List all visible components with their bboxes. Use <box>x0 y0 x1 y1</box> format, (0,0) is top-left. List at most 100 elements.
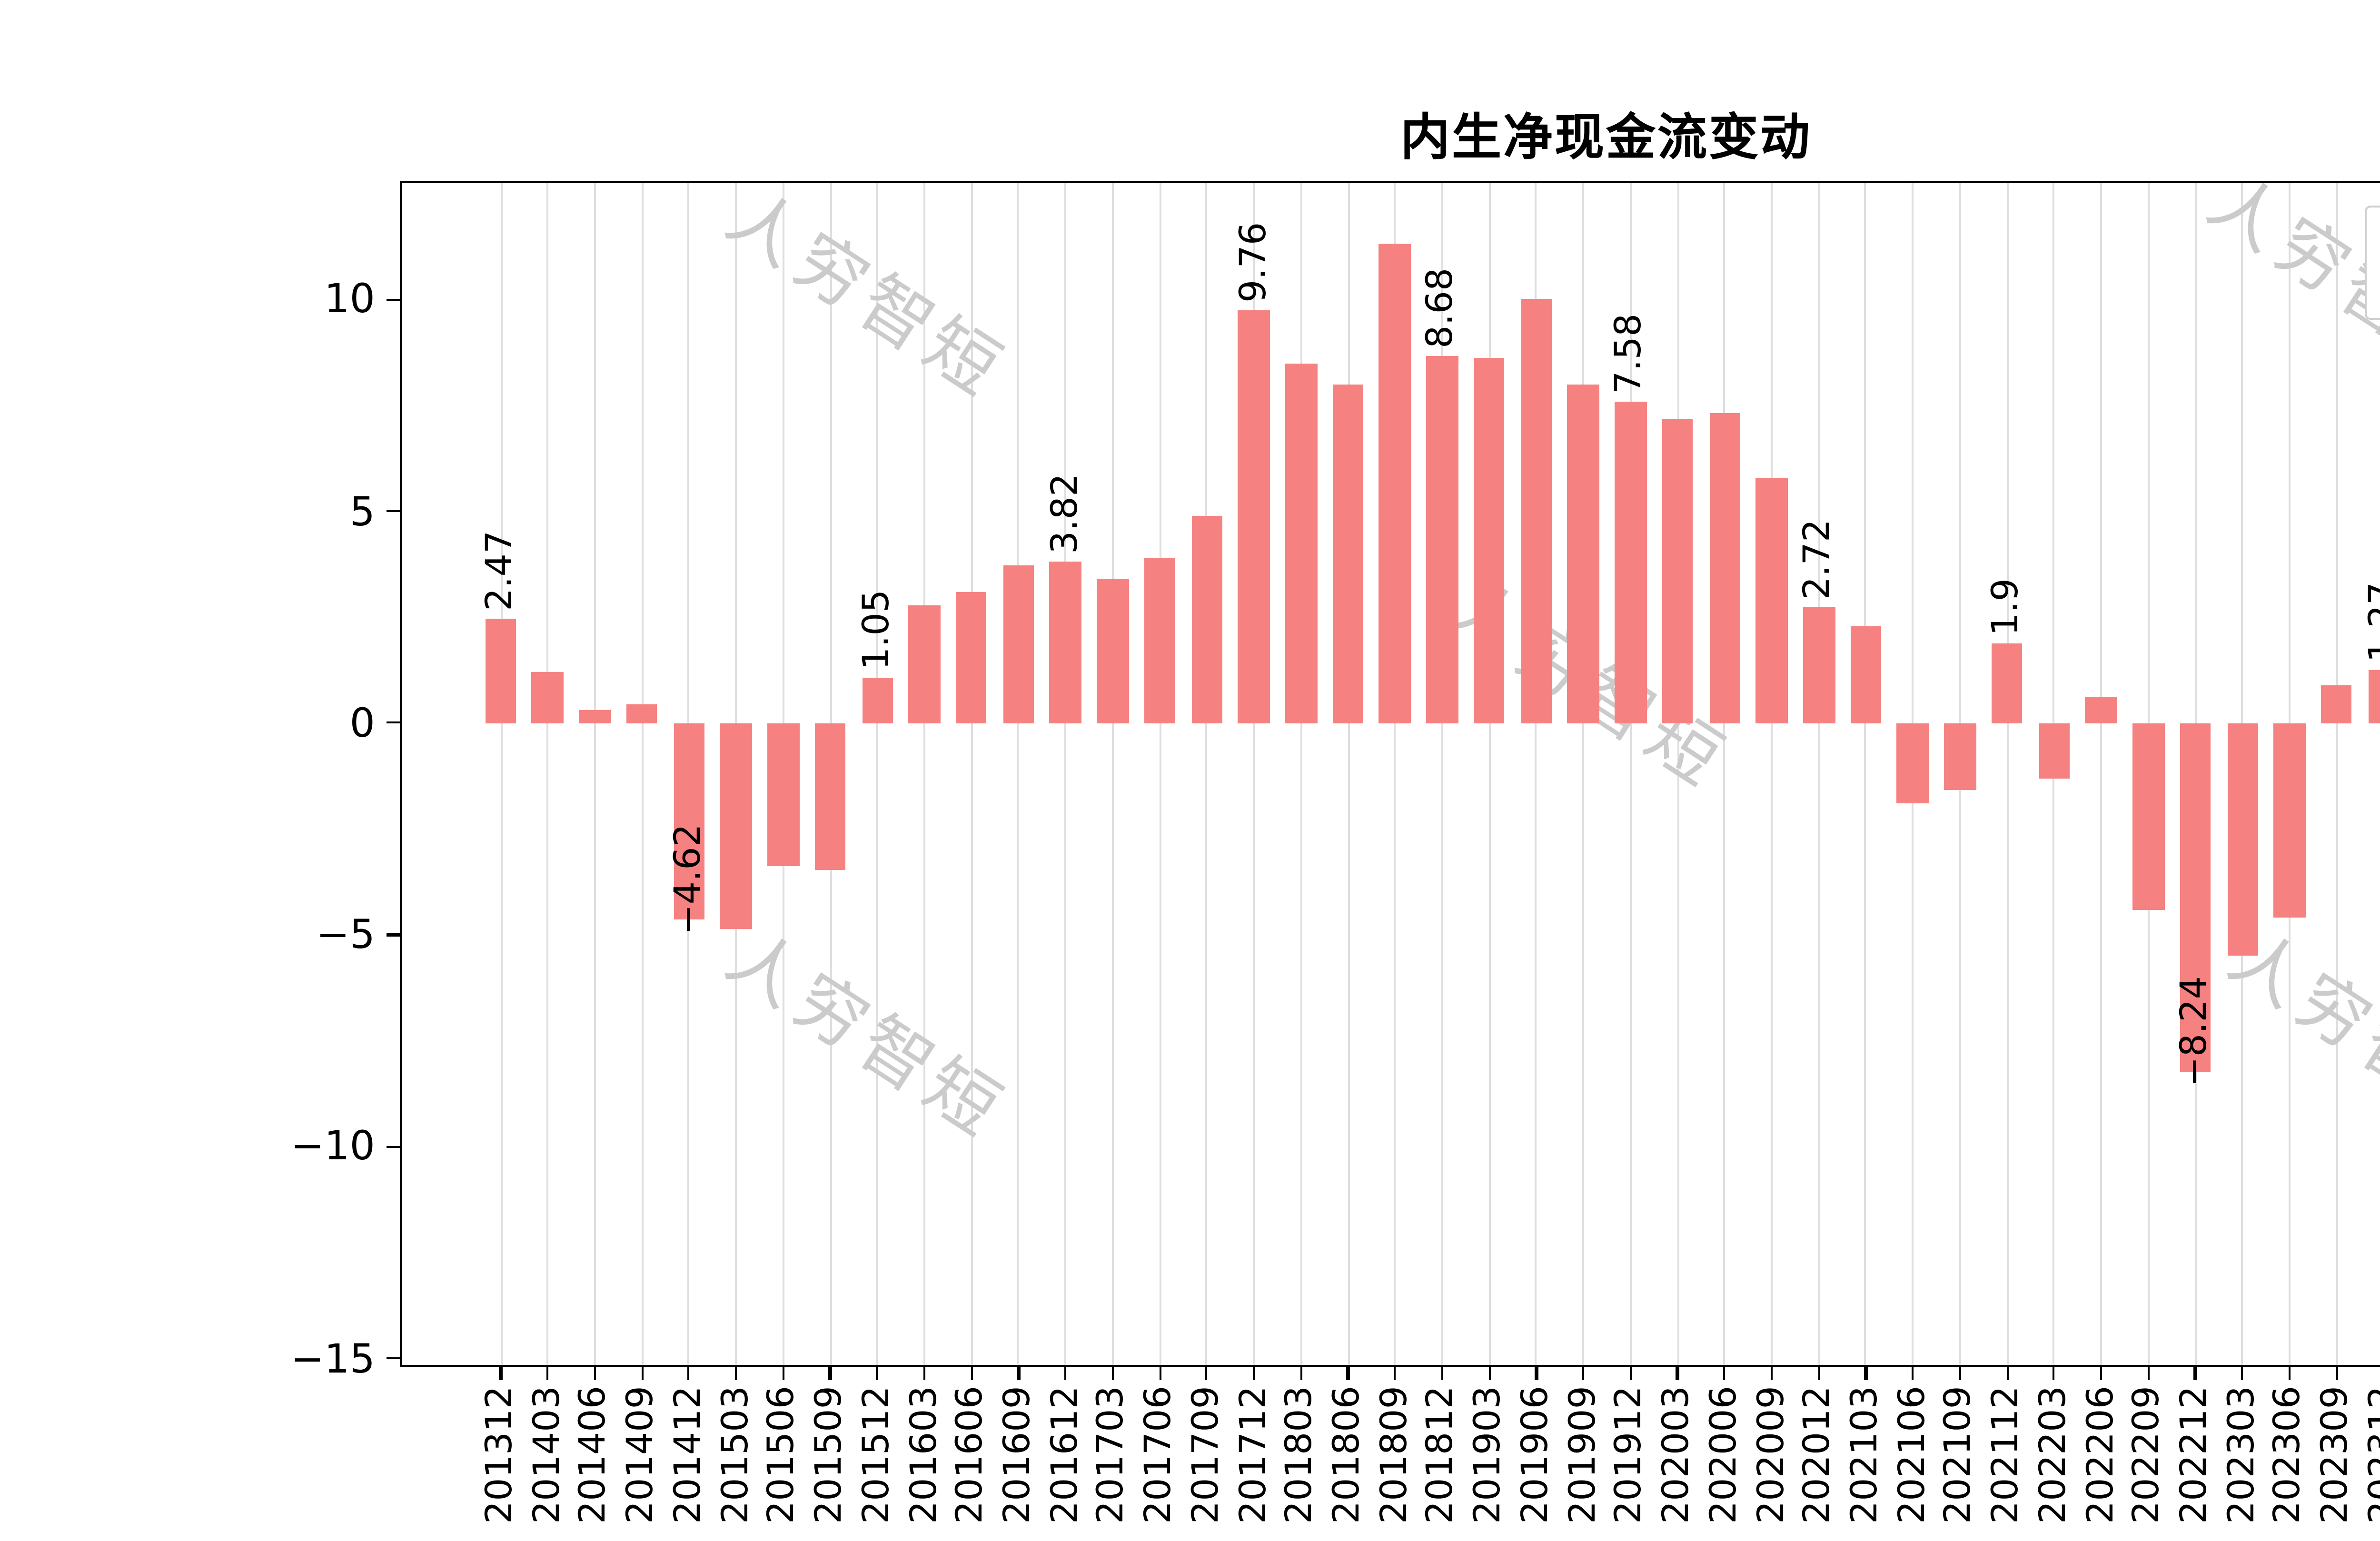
x-tick <box>1770 1367 1773 1380</box>
y-tick-label: −5 <box>316 912 375 958</box>
x-tick-label: 202203 <box>2032 1386 2074 1524</box>
x-tick-label: 202206 <box>2079 1386 2122 1524</box>
bar <box>1709 414 1741 723</box>
x-tick <box>2335 1367 2338 1380</box>
bar <box>532 672 564 723</box>
x-tick-label: 202009 <box>1750 1386 1792 1524</box>
bar <box>1662 418 1694 723</box>
x-tick <box>1252 1367 1255 1380</box>
x-tick <box>1723 1367 1726 1380</box>
gridline <box>1017 183 1020 1365</box>
x-tick-label: 202109 <box>1938 1386 1980 1524</box>
x-tick <box>1206 1367 1208 1380</box>
bar <box>2227 723 2259 956</box>
x-tick-label: 201506 <box>761 1386 803 1524</box>
bar <box>626 704 658 723</box>
x-tick-label: 201703 <box>1091 1386 1133 1524</box>
bar <box>767 723 799 867</box>
x-tick <box>1111 1367 1114 1380</box>
x-tick-label: 201509 <box>808 1386 851 1524</box>
bar <box>814 723 846 869</box>
bar <box>1991 642 2023 723</box>
y-tick-label: 0 <box>349 700 376 746</box>
x-tick-label: 201412 <box>667 1386 709 1524</box>
x-tick-label: 201912 <box>1608 1386 1651 1524</box>
y-tick <box>387 933 400 936</box>
bar <box>1803 608 1835 723</box>
gridline <box>641 183 643 1365</box>
x-tick <box>1159 1367 1161 1380</box>
gridline <box>1159 183 1161 1365</box>
gridline <box>1629 183 1632 1365</box>
x-tick-label: 202303 <box>2221 1386 2263 1524</box>
bar <box>2368 669 2380 723</box>
x-tick <box>594 1367 596 1380</box>
gridline <box>1394 183 1396 1365</box>
gridline <box>1864 183 1867 1365</box>
gridline <box>1771 183 1773 1365</box>
chart-title: 内生净现金流变动 <box>1400 110 1812 168</box>
bar <box>1144 558 1176 723</box>
x-tick-label: 201706 <box>1138 1386 1180 1524</box>
bar <box>673 723 705 919</box>
y-tick-label: −15 <box>290 1335 375 1382</box>
bar <box>1473 358 1505 723</box>
bar <box>955 592 987 723</box>
x-tick <box>1912 1367 1914 1380</box>
x-tick <box>2053 1367 2055 1380</box>
gridline <box>1818 183 1820 1365</box>
y-tick <box>387 1145 400 1148</box>
x-tick <box>1535 1367 1537 1380</box>
gridline <box>1300 183 1302 1365</box>
bar <box>1332 384 1364 723</box>
gridline <box>1488 183 1490 1365</box>
bar <box>2180 723 2211 1072</box>
gridline <box>1582 183 1585 1365</box>
bar <box>1850 625 1882 723</box>
gridline <box>500 183 502 1365</box>
bar <box>1756 477 1788 723</box>
x-tick-label: 201609 <box>996 1386 1039 1524</box>
x-tick <box>782 1367 784 1380</box>
x-tick-label: 201903 <box>1467 1386 1509 1524</box>
x-tick-label: 201803 <box>1279 1386 1321 1524</box>
x-tick-label: 201812 <box>1420 1386 1462 1524</box>
bar <box>1050 561 1081 723</box>
gridline <box>1676 183 1679 1365</box>
x-tick-label: 202106 <box>1891 1386 1933 1524</box>
x-tick <box>2288 1367 2291 1380</box>
x-tick <box>1582 1367 1585 1380</box>
x-tick-label: 201512 <box>855 1386 898 1524</box>
bar <box>909 604 940 723</box>
x-tick <box>1017 1367 1020 1380</box>
gridline <box>876 183 879 1365</box>
bar <box>579 710 611 723</box>
bar <box>1379 244 1411 723</box>
x-tick-label: 202006 <box>1703 1386 1745 1524</box>
x-tick <box>1299 1367 1302 1380</box>
bar <box>2038 723 2070 778</box>
x-tick-label: 201403 <box>526 1386 568 1524</box>
x-tick <box>1864 1367 1867 1380</box>
x-tick-label: 202209 <box>2126 1386 2169 1524</box>
x-tick <box>1959 1367 1961 1380</box>
x-tick <box>499 1367 502 1380</box>
x-tick <box>1394 1367 1397 1380</box>
x-tick <box>2147 1367 2150 1380</box>
x-tick-label: 201712 <box>1232 1386 1274 1524</box>
gridline <box>923 183 925 1365</box>
x-tick-label: 202003 <box>1656 1386 1698 1524</box>
gridline <box>1064 183 1067 1365</box>
bar <box>1615 402 1646 723</box>
bar <box>1567 384 1599 723</box>
x-tick <box>1441 1367 1444 1380</box>
x-tick <box>2006 1367 2008 1380</box>
x-tick <box>735 1367 737 1380</box>
x-tick <box>2100 1367 2102 1380</box>
bar <box>2320 685 2352 723</box>
x-tick <box>546 1367 549 1380</box>
